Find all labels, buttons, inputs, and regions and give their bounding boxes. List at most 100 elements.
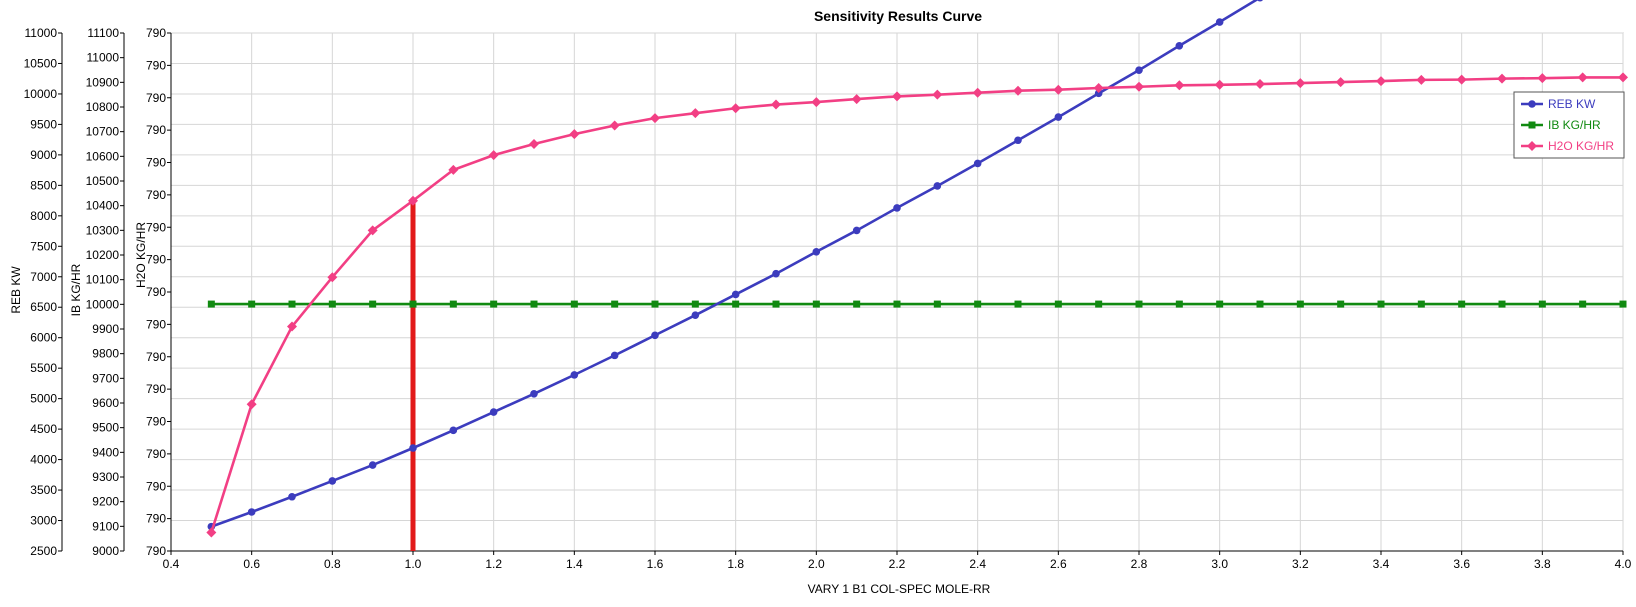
y-tick-label: 6000	[30, 331, 57, 345]
y-tick-label: 790	[146, 382, 166, 396]
y-tick-label: 7000	[30, 270, 57, 284]
data-point	[974, 300, 982, 308]
data-point	[206, 527, 217, 538]
data-point	[1458, 300, 1466, 308]
grid-lines	[170, 32, 1624, 552]
data-point	[409, 444, 417, 452]
x-tick-label: 3.6	[1453, 557, 1470, 571]
y-tick-label: 6500	[30, 300, 57, 314]
series-h2o-kg-hr	[206, 72, 1628, 538]
x-axis: 0.4 0.6 0.8 1.0 1.2 1.4 1.6 1.8 2.0 2.2 2.4 2.6 2.8 3…	[163, 550, 1632, 571]
data-point	[972, 87, 983, 98]
data-point	[811, 97, 822, 108]
y-tick-label: 10000	[24, 87, 58, 101]
data-point	[1255, 79, 1265, 90]
y-tick-label: 10600	[86, 149, 120, 163]
y-axis-label-reb-kw: REB KW	[9, 266, 23, 314]
data-point	[368, 461, 377, 469]
y-axes: 2500 3000 3500 4000 4500 5000 5500 6000 6500 7000…	[24, 26, 172, 558]
data-point	[772, 300, 780, 308]
data-point	[1215, 18, 1224, 26]
y-tick-label: 9900	[92, 322, 119, 336]
y-tick-label: 11100	[87, 26, 119, 40]
data-point	[1214, 79, 1225, 90]
data-point	[853, 300, 861, 308]
data-point	[246, 399, 257, 410]
x-tick-label: 2.4	[969, 557, 986, 571]
data-point	[812, 247, 821, 256]
y-tick-label: 790	[146, 253, 166, 267]
data-point	[1376, 76, 1386, 87]
y-tick-label: 10000	[86, 297, 120, 311]
legend-label: REB KW	[1548, 97, 1596, 111]
data-point	[408, 195, 418, 206]
y-tick-label: 3000	[30, 514, 57, 528]
data-point	[1175, 300, 1183, 308]
legend-item: H2O KG/HR	[1521, 139, 1614, 153]
data-point	[1619, 300, 1627, 308]
y-tick-label: 8000	[30, 209, 57, 223]
x-tick-label: 0.6	[243, 557, 260, 571]
data-point	[933, 300, 941, 308]
data-point	[530, 300, 538, 308]
y-tick-label: 9400	[92, 445, 119, 459]
y-tick-label: 10300	[86, 223, 120, 237]
y-tick-label: 10700	[86, 125, 120, 139]
x-tick-label: 3.8	[1534, 557, 1551, 571]
y-tick-label: 10100	[86, 273, 120, 287]
data-point	[1054, 113, 1063, 121]
data-point	[1497, 73, 1507, 84]
y-tick-label: 10500	[86, 174, 120, 188]
y-tick-label: 10800	[86, 100, 120, 114]
data-point	[327, 272, 338, 283]
x-tick-label: 1.6	[647, 557, 664, 571]
data-point	[288, 300, 296, 308]
y-tick-label: 790	[146, 220, 166, 234]
data-point	[732, 300, 740, 308]
y-tick-label: 3500	[30, 483, 57, 497]
data-point	[1256, 300, 1264, 308]
series-group	[206, 0, 1628, 538]
data-point	[651, 331, 659, 340]
data-point	[893, 300, 901, 308]
y-tick-label: 790	[146, 123, 166, 137]
data-point	[248, 300, 256, 308]
data-point	[1174, 80, 1185, 91]
y-tick-label: 9700	[92, 371, 119, 385]
y-tick-label: 8500	[30, 178, 57, 192]
y-tick-label: 2500	[30, 544, 57, 558]
data-point	[690, 108, 701, 119]
series-line	[210, 76, 1623, 533]
y-tick-label: 790	[146, 91, 166, 105]
y-tick-label: 10500	[24, 56, 58, 70]
data-point	[1094, 89, 1103, 98]
y-tick-label: 790	[146, 188, 166, 202]
y-tick-label: 9200	[92, 495, 119, 509]
y-tick-label: 9100	[92, 519, 119, 533]
data-point	[369, 300, 377, 308]
data-point	[610, 351, 619, 360]
data-point	[1257, 0, 1263, 2]
data-point	[488, 150, 499, 161]
y-tick-label: 9600	[92, 396, 119, 410]
data-point	[1335, 77, 1346, 88]
x-tick-label: 4.0	[1615, 557, 1632, 571]
data-point	[490, 300, 498, 308]
y-tick-label: 5500	[30, 361, 57, 375]
y-tick-label: 790	[146, 285, 166, 299]
data-point	[1135, 66, 1143, 74]
series-reb-kw	[207, 0, 1263, 531]
data-point	[449, 300, 457, 308]
data-point	[1093, 83, 1104, 94]
y-tick-label: 9000	[92, 544, 119, 558]
series-ib-kg-hr	[207, 300, 1627, 308]
x-tick-label: 1.0	[405, 557, 422, 571]
data-point	[1337, 300, 1345, 308]
data-point	[650, 113, 660, 124]
data-point	[852, 226, 861, 235]
y-tick-label: 790	[146, 317, 166, 331]
data-point	[1537, 73, 1548, 84]
data-point	[892, 91, 902, 102]
data-point	[449, 426, 458, 435]
y-tick-label: 790	[146, 544, 166, 558]
